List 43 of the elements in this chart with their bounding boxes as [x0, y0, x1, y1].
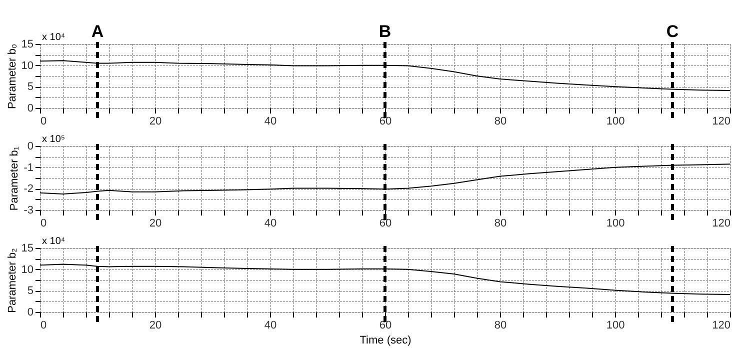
y-axis-title: Parameter b₀: [6, 44, 18, 110]
x-tick-label: 60: [379, 320, 392, 332]
x-tick-label: 0: [40, 116, 47, 128]
x-tick-label: 80: [494, 320, 507, 332]
text: x 10⁵: [42, 134, 66, 145]
x-tick-label: 100: [606, 218, 625, 230]
x-tick-label: 40: [264, 218, 277, 230]
x-tick-label: 20: [149, 218, 162, 230]
x-tick-label: 40: [264, 320, 277, 332]
x-tick-label: 0: [40, 218, 47, 230]
y-tick-label: 5: [27, 285, 34, 298]
y-tick-label: 0: [27, 102, 34, 114]
y-tick-label: 5: [27, 81, 34, 94]
x-tick-label: 20: [149, 116, 162, 128]
y-tick-label: 10: [21, 264, 34, 276]
x-axis-title: Time (sec): [360, 334, 412, 346]
x-tick-label: 80: [494, 218, 507, 230]
x-tick-label: 100: [606, 320, 625, 332]
y-axis-title: Parameter b₁: [8, 146, 21, 211]
ref-line-label: C: [666, 22, 679, 41]
y-tick-label: 10: [21, 60, 34, 72]
y-tick-label: -3: [24, 204, 34, 216]
y-tick-label: 15: [21, 38, 34, 50]
text: x 10⁴: [42, 32, 66, 43]
ref-line-label: A: [91, 22, 104, 41]
y-tick-label: 15: [21, 242, 34, 254]
text: x 10⁴: [42, 236, 66, 247]
y-tick-label: -1: [24, 162, 34, 174]
y-tick-label: -2: [24, 183, 34, 196]
x-tick-label: 20: [149, 320, 162, 332]
y-tick-label: 0: [27, 140, 34, 152]
x-tick-label: 40: [264, 116, 277, 128]
x-tick-label: 80: [494, 116, 507, 128]
x-tick-label: 60: [379, 218, 392, 230]
y-tick-label: 0: [27, 306, 34, 318]
x-tick-label: 120: [712, 218, 730, 230]
x-tick-label: 100: [606, 116, 625, 128]
x-tick-label: 120: [712, 116, 730, 128]
x-tick-label: 0: [40, 320, 47, 332]
y-axis-title: Parameter b₂: [6, 248, 18, 313]
ref-line-label: B: [378, 22, 392, 41]
x-tick-label: 120: [712, 320, 730, 332]
x-tick-label: 60: [379, 116, 392, 128]
